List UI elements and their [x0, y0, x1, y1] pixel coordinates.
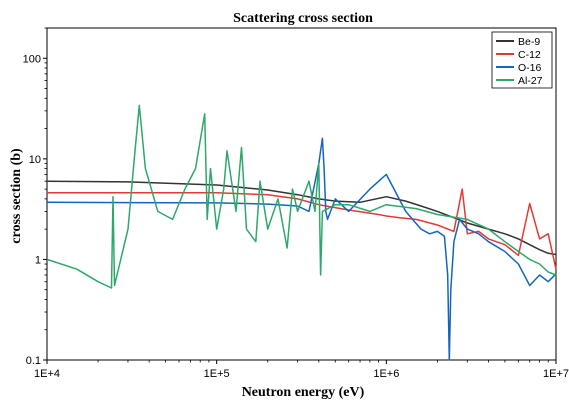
legend-label-c-12: C-12	[518, 49, 541, 61]
chart-title: Scattering cross section	[233, 11, 373, 26]
legend-label-be-9: Be-9	[518, 36, 540, 48]
legend-label-o-16: O-16	[518, 62, 542, 74]
y-tick-label: 1	[35, 254, 41, 266]
x-tick-label: 1E+5	[204, 368, 230, 380]
series-line-al-27	[46, 104, 557, 289]
x-tick-label: 1E+4	[34, 368, 60, 380]
legend-label-al-27: Al-27	[518, 75, 543, 87]
y-tick-label: 10	[29, 154, 41, 166]
x-tick-label: 1E+6	[373, 368, 399, 380]
series-line-c-12	[47, 188, 557, 270]
x-axis: 1E+4 1E+5 1E+6 1E+7	[34, 360, 569, 380]
y-axis: 0.1 1 10 100	[23, 27, 47, 367]
plot-frame	[46, 27, 557, 361]
series-line-o-16	[46, 137, 557, 361]
x-tick-label: 1E+7	[543, 368, 569, 380]
x-axis-label: Neutron energy (eV)	[242, 385, 365, 400]
y-tick-label: 0.1	[26, 355, 41, 367]
y-tick-label: 100	[23, 53, 41, 65]
y-axis-label: cross section (b)	[9, 148, 24, 244]
series-line-be-9	[46, 180, 557, 256]
plot-area	[46, 27, 557, 361]
